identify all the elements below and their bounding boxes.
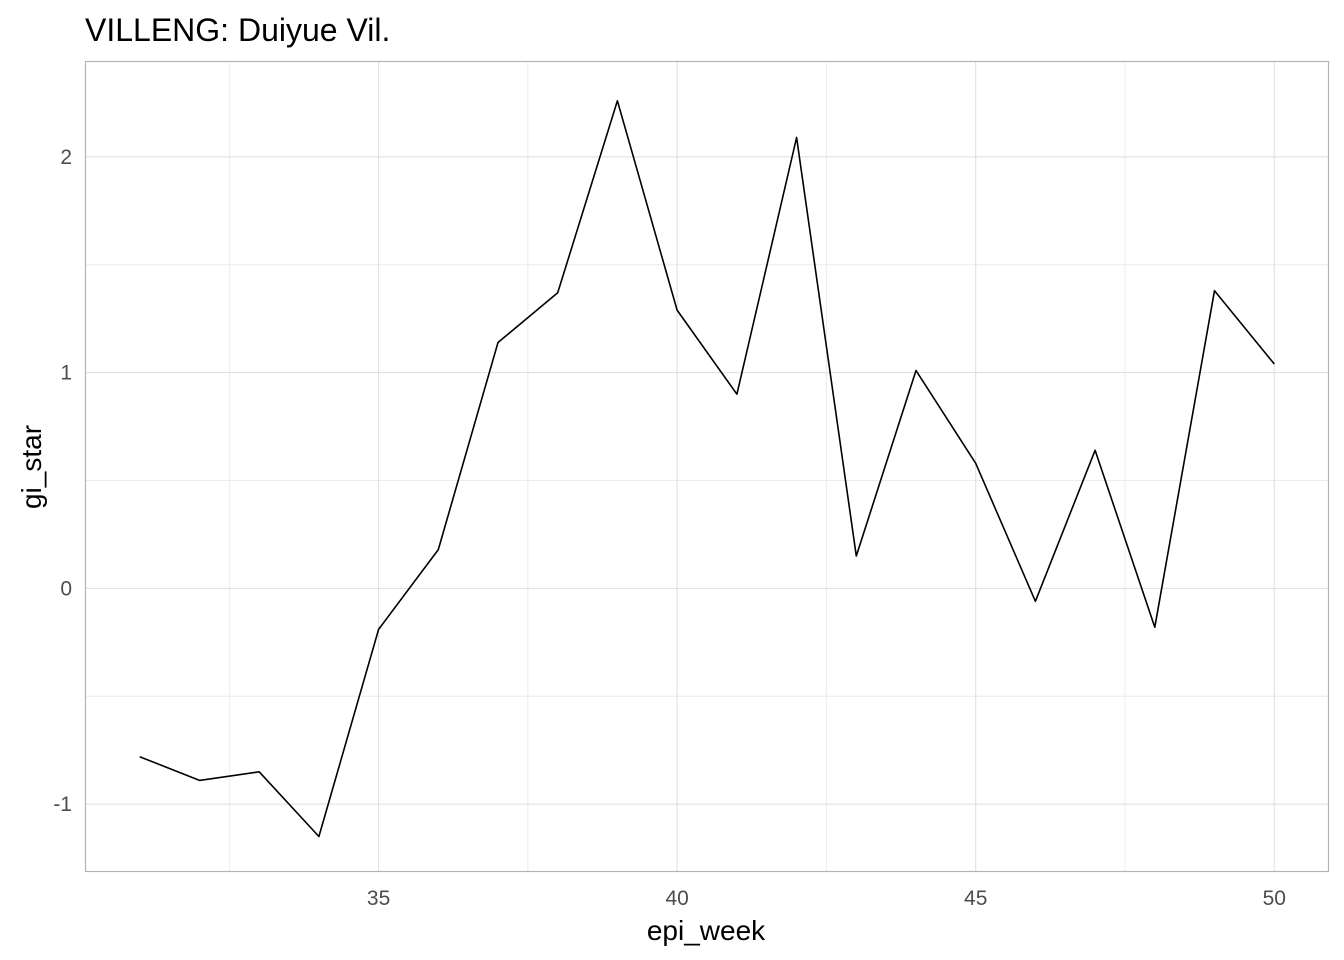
plot-panel-border bbox=[84, 60, 1330, 873]
x-axis-ticks: 35 40 45 50 bbox=[367, 887, 1286, 910]
x-axis-title: epi_week bbox=[647, 915, 766, 946]
x-tick-label: 40 bbox=[665, 887, 688, 910]
y-tick-label: 0 bbox=[60, 577, 72, 600]
y-tick-label: -1 bbox=[53, 793, 72, 816]
series-group bbox=[139, 100, 1275, 838]
y-axis-title: gi_star bbox=[16, 425, 47, 509]
x-tick-label: 35 bbox=[367, 887, 390, 910]
x-tick-label: 45 bbox=[964, 887, 987, 910]
y-tick-label: 1 bbox=[60, 362, 72, 385]
x-tick-label: 50 bbox=[1263, 887, 1286, 910]
gridlines bbox=[86, 62, 1328, 871]
y-axis-ticks: -1 0 1 2 bbox=[53, 146, 72, 816]
chart-title: VILLENG: Duiyue Vil. bbox=[85, 12, 390, 48]
series-line bbox=[139, 100, 1275, 838]
y-tick-label: 2 bbox=[60, 146, 72, 169]
